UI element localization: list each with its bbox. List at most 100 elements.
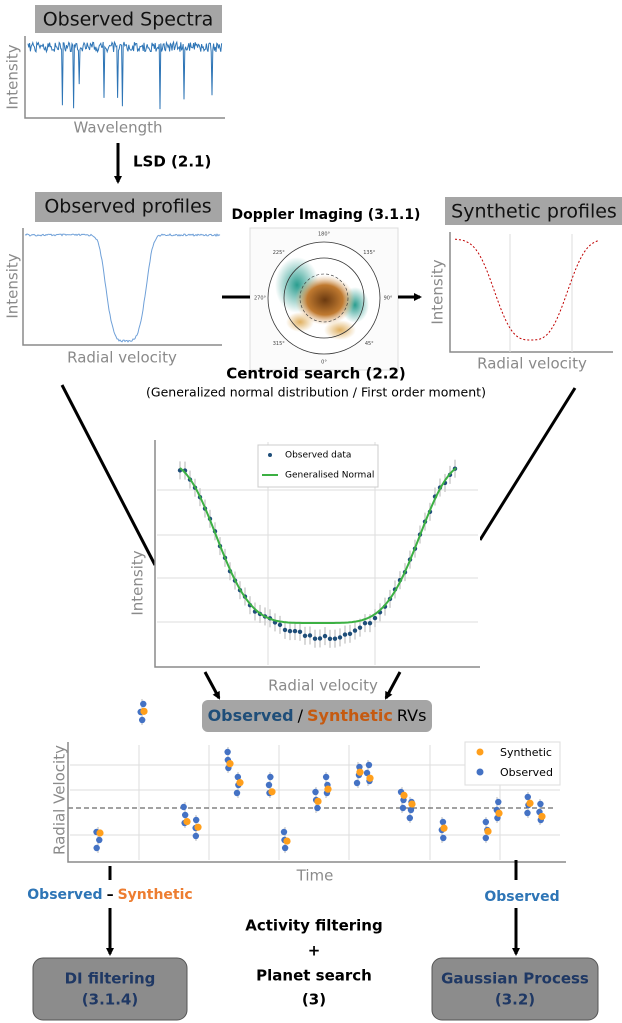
rv-observed — [265, 781, 273, 789]
rv-observed — [440, 834, 447, 842]
rv-observed — [93, 844, 100, 852]
connector — [478, 387, 577, 541]
rv-synthetic — [495, 809, 503, 817]
y-label: Intensity — [4, 44, 22, 109]
legend-text: Observed data — [285, 451, 351, 461]
rvs-label: Observed / Synthetic RVs — [208, 706, 427, 725]
data-point — [282, 627, 288, 633]
synthetic-title: Synthetic profiles — [451, 201, 617, 223]
data-point — [302, 633, 308, 639]
doppler-title: Doppler Imaging (3.1.1) — [232, 207, 421, 223]
data-point — [342, 632, 348, 637]
rvs-box — [202, 700, 432, 732]
rv-synthetic — [366, 774, 374, 782]
data-point — [357, 625, 363, 630]
rv-observed — [181, 811, 189, 819]
rv-observed — [363, 769, 371, 777]
fit-curve — [179, 467, 457, 624]
y-label: Intensity — [129, 550, 147, 615]
y-label: Radial Velocity — [51, 745, 69, 855]
data-point — [352, 628, 358, 633]
profile — [24, 233, 221, 343]
data-point — [297, 629, 303, 635]
rv-observed — [407, 806, 415, 814]
rv-synthetic — [526, 799, 534, 807]
left-label: Observed – Synthetic — [27, 887, 192, 903]
rv-synthetic — [236, 779, 244, 787]
rv-synthetic — [324, 785, 332, 793]
spectrum — [27, 40, 223, 110]
right-label: Observed — [484, 889, 559, 905]
rv-observed — [96, 836, 103, 844]
rv-synthetic — [538, 812, 546, 821]
rv-observed — [180, 803, 187, 811]
rv-observed — [356, 763, 363, 771]
data-point — [292, 628, 298, 634]
box-text: Gaussian Process — [441, 970, 589, 988]
rv-observed — [399, 804, 407, 812]
arrow — [203, 671, 221, 700]
centroid-subtitle: (Generalized normal distribution / First… — [146, 385, 486, 400]
data-point — [287, 628, 293, 634]
rv-observed — [140, 700, 147, 708]
rv-synthetic — [268, 788, 276, 796]
rv-observed — [482, 818, 490, 826]
lsd-label: LSD (2.1) — [133, 153, 211, 171]
data-point — [372, 615, 378, 621]
rv-observed — [312, 788, 319, 796]
rv-observed — [281, 844, 289, 852]
rv-observed — [524, 793, 532, 801]
center-text: Activity filtering — [245, 917, 382, 935]
axes — [449, 232, 613, 353]
legend-text: Observed — [500, 766, 553, 779]
rv-observed — [365, 761, 373, 769]
center-text: Planet search — [256, 967, 372, 985]
centroid-title: Centroid search (2.2) — [226, 365, 406, 383]
box-text: (3.2) — [495, 991, 535, 1009]
rv-observed — [192, 816, 200, 824]
data-point — [307, 633, 313, 638]
rv-synthetic — [408, 800, 416, 808]
rv-observed — [233, 789, 241, 797]
rv-observed — [192, 832, 200, 840]
rv-synthetic — [484, 827, 492, 835]
axes — [22, 228, 222, 346]
title-box — [35, 5, 222, 33]
y-label: Intensity — [4, 253, 22, 318]
angle-label: 315° — [273, 341, 286, 347]
angle-label: 135° — [363, 250, 376, 256]
rv-synthetic — [440, 824, 448, 832]
angle-label: 90° — [384, 296, 393, 302]
rv-observed — [280, 828, 288, 836]
spectra-title: Observed Spectra — [43, 9, 214, 31]
rv-synthetic — [283, 837, 291, 845]
axes — [24, 36, 225, 119]
axes — [154, 440, 480, 668]
rv-synthetic — [183, 818, 191, 826]
profile — [455, 238, 599, 341]
rv-observed — [482, 834, 490, 842]
connector — [60, 384, 157, 566]
angle-label: 180° — [318, 232, 331, 238]
rv-observed — [406, 814, 414, 822]
profiles-title: Observed profiles — [44, 196, 211, 218]
center-text: + — [308, 942, 321, 960]
x-label: Radial velocity — [477, 355, 587, 373]
rv-observed — [353, 779, 361, 787]
center-text: (3) — [302, 991, 326, 1009]
rv-observed — [267, 773, 274, 781]
rv-synthetic — [140, 707, 148, 715]
rv-observed — [322, 773, 330, 781]
rv-observed — [138, 716, 146, 724]
data-point — [332, 636, 338, 641]
rv-synthetic — [400, 791, 408, 799]
x-label: Wavelength — [74, 119, 163, 137]
rv-synthetic — [194, 823, 202, 831]
rv-synthetic — [96, 829, 104, 837]
box-text: DI filtering — [65, 970, 156, 988]
legend-text: Generalised Normal — [285, 471, 374, 481]
title-box — [35, 192, 222, 222]
arrow — [384, 671, 402, 700]
rv-observed — [224, 748, 231, 756]
